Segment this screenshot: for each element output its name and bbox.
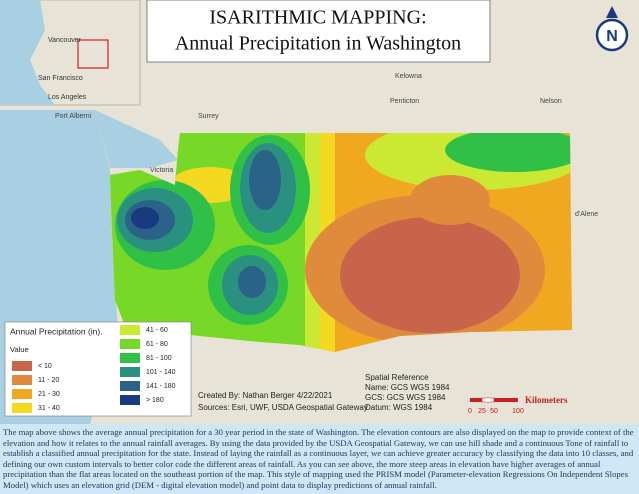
title: ISARITHMIC MAPPING: [209, 7, 426, 29]
place-label: d'Alene [575, 211, 598, 218]
credit: Sources: Esri, UWF, USDA Geospatial Gate… [198, 403, 368, 412]
place-label: Kelowna [395, 73, 422, 80]
legend-label: 41 - 60 [146, 327, 168, 334]
credit: Created By: Nathan Berger 4/22/2021 [198, 391, 333, 400]
description: The map above shows the average annual p… [3, 427, 634, 490]
legend-swatch [12, 389, 32, 399]
legend-swatch [120, 395, 140, 405]
scale-tick: 0 [468, 408, 472, 415]
legend-items: < 10 11 - 20 21 - 30 31 - 40 41 - 60 61 - 80 8… [12, 325, 176, 413]
strait [95, 110, 178, 168]
spatial-reference: Datum: WGS 1984 [365, 403, 433, 412]
legend-label: 61 - 80 [146, 341, 168, 348]
legend-label: 141 - 180 [146, 383, 176, 390]
legend-swatch [120, 339, 140, 349]
north-label: N [606, 28, 618, 45]
legend-swatch [120, 367, 140, 377]
legend-title: Annual Precipitation (in). [10, 326, 103, 336]
legend-label: 101 - 140 [146, 369, 176, 376]
scale-tick: 25 [478, 408, 486, 415]
inset-label: San Francisco [38, 75, 83, 82]
place-label: Victoria [150, 167, 173, 174]
legend-label: < 10 [38, 363, 52, 370]
spatial-reference: Name: GCS WGS 1984 [365, 383, 450, 392]
spatial-reference: Spatial Reference [365, 373, 429, 382]
place-label: Port Alberni [55, 113, 92, 120]
legend-swatch [120, 381, 140, 391]
place-label: Surrey [198, 113, 219, 120]
inset-extent [77, 39, 109, 69]
legend-swatch [12, 361, 32, 371]
spatial-reference: GCS: GCS WGS 1984 [365, 393, 446, 402]
north-arrow-tip [606, 6, 618, 18]
scale-bar [470, 397, 518, 403]
legend-label: 11 - 20 [38, 377, 59, 384]
legend-swatch [120, 325, 140, 335]
legend-swatch [12, 403, 32, 413]
map: Vancouver San Francisco Los Angeles Port… [0, 0, 639, 424]
legend-value-label: Value [10, 345, 29, 354]
subtitle: Annual Precipitation in Washington [175, 33, 461, 55]
inset-ocean [0, 0, 55, 105]
legend-label: > 180 [146, 397, 164, 404]
legend-swatch [120, 353, 140, 363]
inset-label: Vancouver [48, 37, 82, 44]
scale-tick: 100 [512, 408, 524, 415]
scale-unit: Kilometers [525, 395, 568, 405]
legend-label: 81 - 100 [146, 355, 172, 362]
north-arrow [595, 18, 629, 52]
legend-label: 31 - 40 [38, 405, 60, 412]
precipitation-surface [110, 133, 572, 352]
title-box [146, 0, 491, 63]
place-label: Penticton [390, 98, 419, 105]
scale-tick: 50 [490, 408, 498, 415]
legend-label: 21 - 30 [38, 391, 60, 398]
place-label: Nelson [540, 98, 562, 105]
legend [4, 321, 192, 417]
inset-label: Los Angeles [48, 94, 87, 101]
legend-swatch [12, 375, 32, 385]
